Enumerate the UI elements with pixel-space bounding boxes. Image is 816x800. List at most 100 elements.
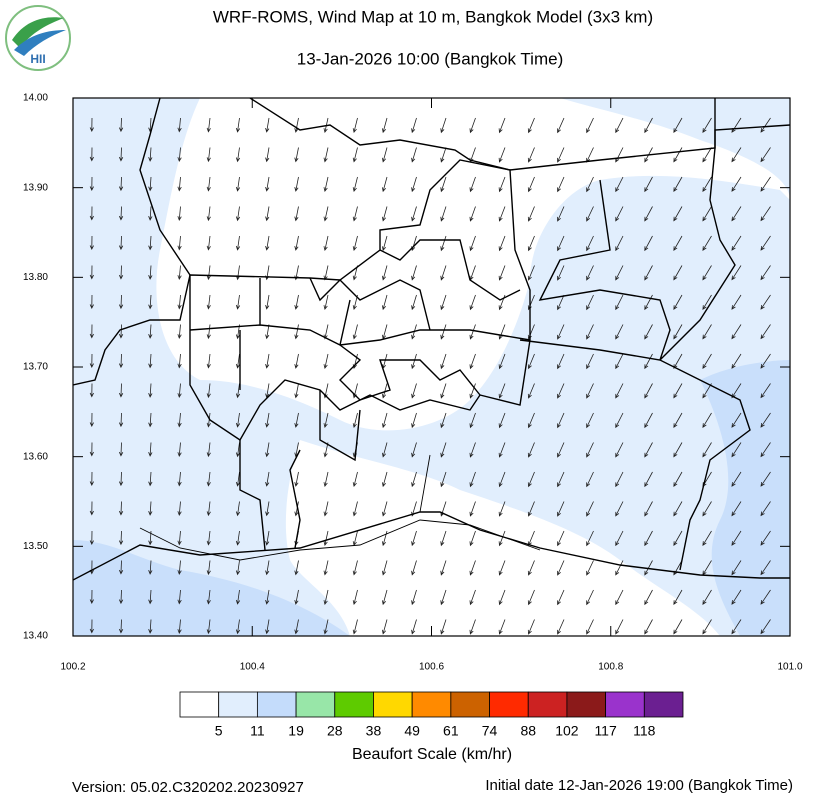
wind-arrow: [760, 147, 771, 163]
wind-arrow: [265, 324, 270, 340]
boundaries: [73, 98, 790, 581]
initial-date: Initial date 12-Jan-2026 19:00 (Bangkok …: [485, 777, 793, 794]
wind-arrow: [498, 117, 506, 134]
y-tick-label: 14.00: [23, 93, 48, 104]
wind-arrow: [440, 206, 447, 222]
wind-arrow: [760, 530, 771, 546]
wind-arrow: [235, 117, 241, 133]
wind-arrow: [206, 294, 211, 310]
wind-arrow: [673, 206, 683, 222]
wind-arrow: [381, 530, 388, 547]
wind-arrow: [235, 412, 241, 428]
wind-arrow: [89, 471, 94, 487]
wind-arrow: [294, 117, 299, 133]
wind-arrow: [235, 442, 241, 458]
wind-arrow: [527, 235, 535, 252]
wind-arrow: [177, 442, 182, 457]
wind-arrow: [440, 383, 447, 399]
wind-arrow: [673, 176, 683, 193]
wind-arrow: [118, 176, 124, 192]
wind-arrow: [586, 619, 594, 635]
wind-arrow: [615, 530, 624, 547]
wind-arrow: [557, 265, 565, 281]
wind-arrow: [294, 324, 299, 340]
wind-arrow: [527, 176, 535, 193]
x-tick-label: 100.8: [598, 662, 623, 673]
wind-arrow: [469, 412, 476, 429]
wind-arrow: [673, 294, 683, 311]
wind-arrow: [323, 294, 329, 310]
wind-arrow: [702, 442, 712, 458]
wind-arrow: [615, 383, 624, 399]
colorbar-label: 102: [555, 723, 579, 739]
version-text: Version: 05.02.C320202.20230927: [72, 779, 304, 796]
wind-arrow: [118, 383, 124, 398]
wind-arrow: [294, 147, 299, 163]
y-tick-label: 13.90: [23, 182, 48, 193]
wind-arrow: [615, 560, 624, 576]
wind-arrow: [760, 206, 771, 222]
wind-arrow: [440, 412, 447, 429]
wind-arrow: [469, 501, 476, 517]
wind-arrow: [381, 471, 388, 488]
wind-arrow: [527, 619, 535, 635]
wind-arrow: [731, 619, 742, 635]
wind-arrow: [586, 530, 594, 547]
wind-arrow: [702, 412, 712, 428]
wind-arrow: [586, 353, 594, 370]
colorbar-swatch: [566, 691, 607, 718]
logo-text: HII: [30, 52, 45, 66]
wind-arrow: [557, 412, 565, 429]
wind-arrow: [557, 176, 565, 193]
wind-arrow: [265, 619, 270, 635]
wind-arrow: [586, 324, 594, 340]
wind-arrow: [469, 442, 476, 458]
wind-arrow: [644, 324, 653, 340]
wind-arrow: [760, 560, 771, 576]
wind-arrow: [673, 117, 683, 134]
wind-arrow: [644, 619, 653, 635]
wind-arrow: [148, 383, 153, 398]
wind-arrow: [381, 265, 388, 281]
wind-arrow: [294, 235, 299, 251]
wind-arrow: [731, 501, 742, 517]
wind-arrow: [411, 265, 417, 281]
wind-arrow: [760, 471, 771, 487]
wind-arrow: [498, 235, 506, 252]
wind-arrow: [89, 324, 94, 339]
wind-arrow: [586, 589, 594, 606]
wind-arrow: [586, 117, 594, 134]
breeze-region: [73, 540, 350, 636]
wind-arrow: [148, 589, 153, 605]
wind-arrow: [352, 471, 358, 488]
wind-arrow: [148, 147, 153, 162]
wind-arrow: [440, 442, 447, 458]
wind-arrow: [557, 383, 565, 399]
wind-arrow: [440, 353, 447, 370]
wind-arrow: [352, 206, 358, 222]
colorbar-swatch: [605, 691, 645, 718]
wind-arrow: [265, 353, 270, 369]
wind-arrow: [294, 353, 299, 369]
wind-arrow: [89, 117, 94, 133]
wind-arrow: [498, 353, 506, 370]
wind-arrow: [469, 619, 476, 635]
wind-arrow: [440, 471, 447, 488]
wind-arrow: [89, 176, 94, 192]
district-border: [189, 239, 531, 401]
wind-arrow: [411, 619, 417, 635]
wind-arrow: [89, 589, 94, 605]
title: WRF-ROMS, Wind Map at 10 m, Bangkok Mode…: [213, 7, 653, 26]
x-tick-label: 100.2: [60, 662, 85, 673]
wind-arrow: [118, 353, 124, 369]
wind-arrow: [760, 235, 771, 251]
wind-arrow: [557, 530, 565, 547]
wind-arrow: [265, 206, 270, 222]
wind-arrow: [177, 619, 182, 634]
wind-arrow: [644, 206, 653, 222]
wind-arrow: [702, 147, 712, 163]
wind-arrow: [440, 147, 447, 163]
wind-arrow: [148, 265, 153, 280]
wind-arrow: [206, 353, 211, 369]
calm-region: [285, 440, 720, 636]
